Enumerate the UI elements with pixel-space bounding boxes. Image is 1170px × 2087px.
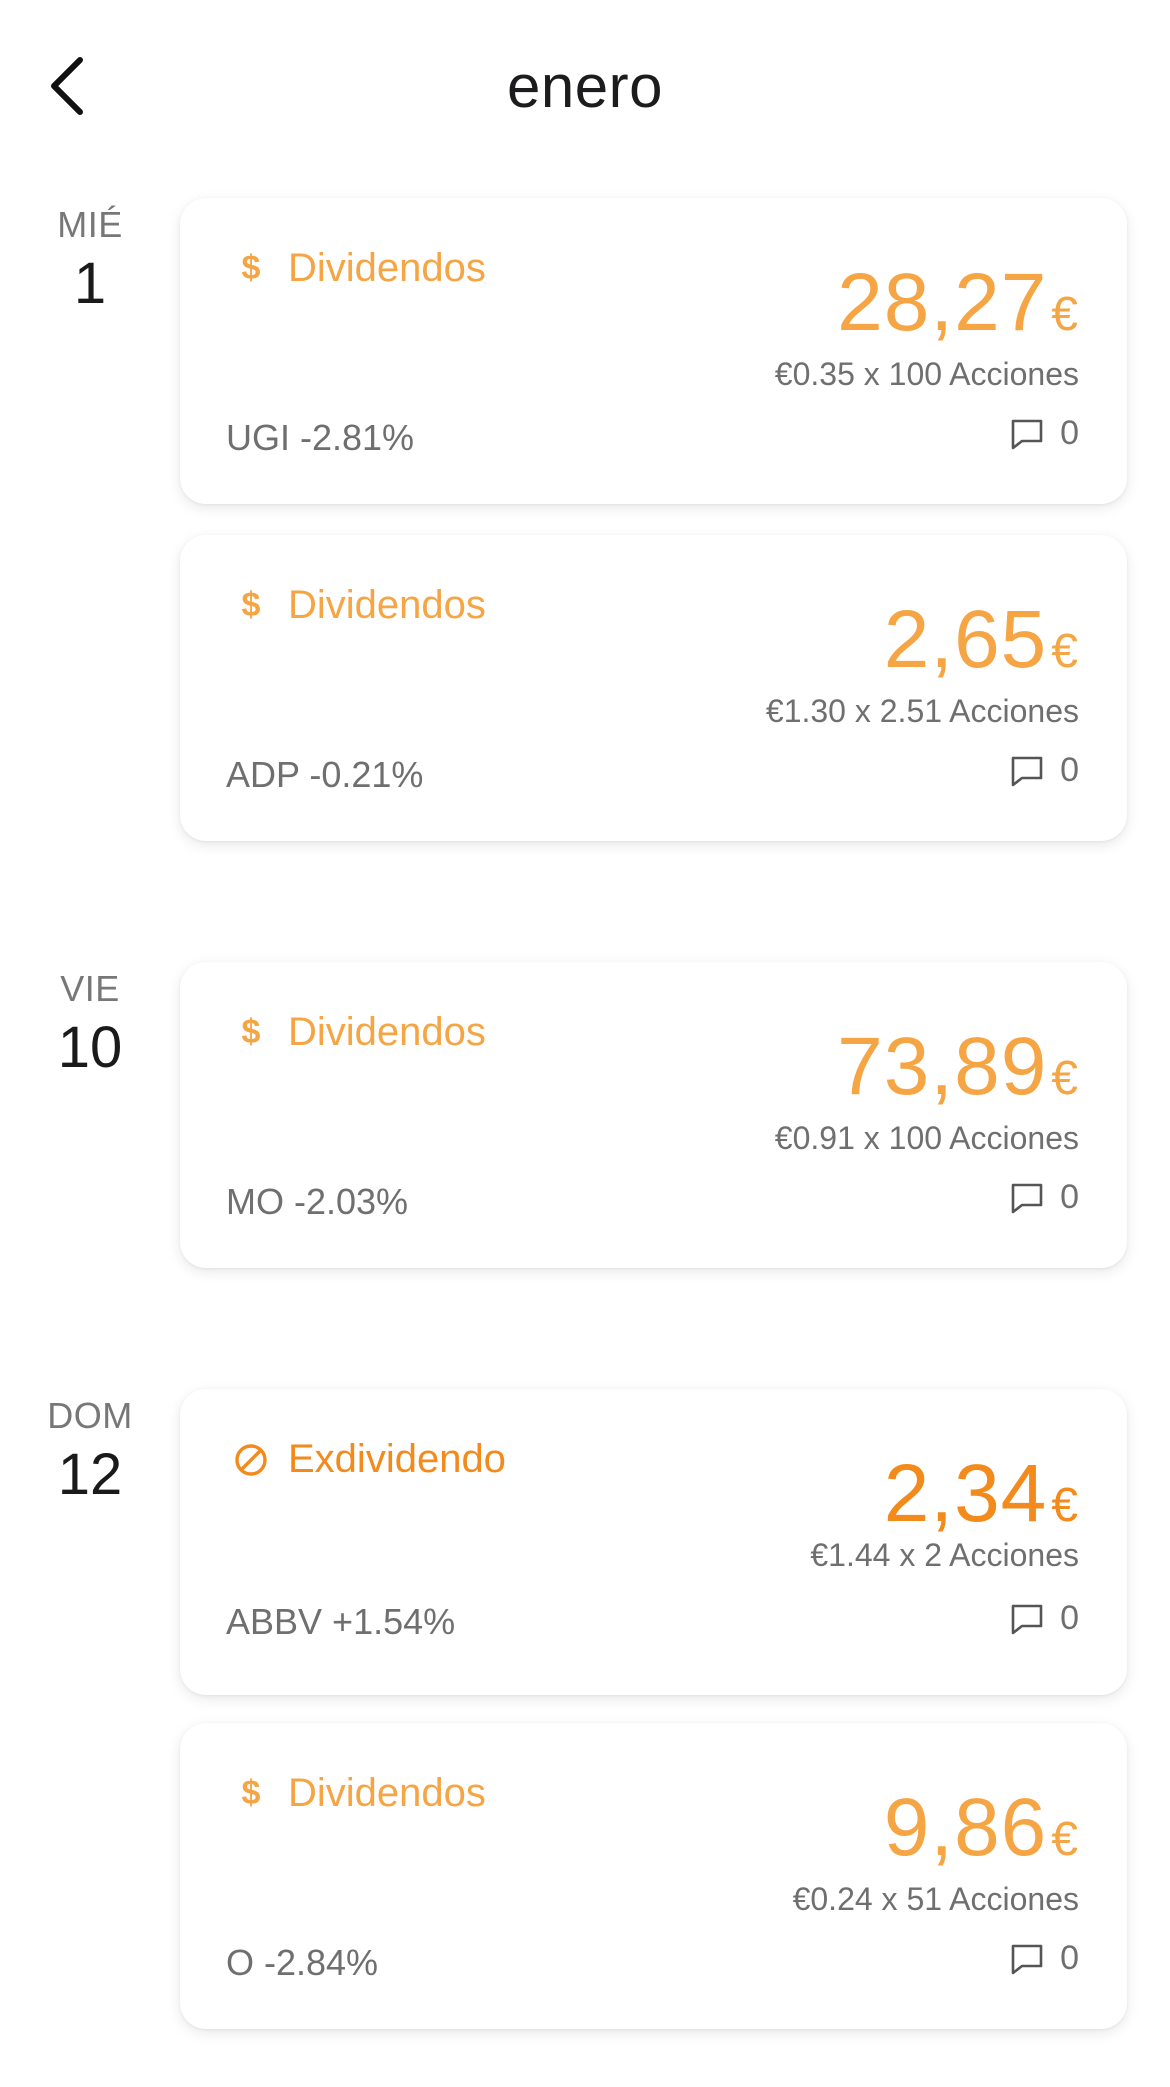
comments-button[interactable]: 0: [1010, 1178, 1079, 1217]
comments-button[interactable]: 0: [1010, 751, 1079, 790]
amount: 28,27€: [837, 256, 1079, 350]
comments-button[interactable]: 0: [1010, 1599, 1079, 1638]
event-type: $ Dividendos: [232, 583, 486, 628]
event-type: $ Dividendos: [232, 1771, 486, 1816]
amount-value: 2,65: [883, 594, 1048, 685]
event-type: Exdividendo: [232, 1437, 506, 1482]
dollar-icon: $: [241, 1774, 261, 1812]
amount: 9,86€: [884, 1781, 1079, 1875]
comment-icon: [1011, 1183, 1043, 1213]
day-name: DOM: [47, 1395, 133, 1436]
amount: 73,89€: [837, 1020, 1079, 1114]
top-bar: enero: [0, 0, 1170, 170]
comments-button[interactable]: 0: [1010, 414, 1079, 453]
dollar-icon: $: [241, 1013, 261, 1051]
event-type: $ Dividendos: [232, 246, 486, 291]
ticker-change: ABBV +1.54%: [226, 1601, 456, 1642]
share-detail: €0.35 x 100 Acciones: [774, 356, 1079, 392]
day-name: VIE: [60, 968, 120, 1009]
event-type-label: Dividendos: [288, 1010, 486, 1054]
event-type: $ Dividendos: [232, 1010, 486, 1055]
share-detail: €0.24 x 51 Acciones: [792, 1881, 1079, 1917]
event-type-label: Exdividendo: [288, 1437, 506, 1481]
comment-count: 0: [1060, 1178, 1079, 1216]
day-label: VIE 10: [0, 968, 180, 1081]
currency-symbol: €: [1051, 625, 1079, 678]
day-number: 1: [73, 251, 107, 316]
comment-icon: [1011, 756, 1043, 786]
comment-count: 0: [1060, 1939, 1079, 1977]
prohibited-icon: [232, 1441, 270, 1479]
currency-symbol: €: [1051, 1479, 1079, 1532]
day-name: MIÉ: [57, 204, 123, 245]
dividend-card[interactable]: $ Dividendos 28,27€ €0.35 x 100 Acciones…: [180, 198, 1127, 504]
dollar-icon: $: [241, 586, 261, 624]
currency-symbol: €: [1051, 1052, 1079, 1105]
share-detail: €1.44 x 2 Acciones: [810, 1537, 1079, 1573]
chevron-left-icon: [51, 57, 83, 115]
amount: 2,65€: [884, 593, 1079, 687]
comment-icon: [1011, 1944, 1043, 1974]
amount: 2,34€: [884, 1447, 1079, 1541]
comment-icon: [1011, 1604, 1043, 1634]
day-number: 12: [57, 1442, 123, 1507]
amount-value: 2,34: [883, 1448, 1048, 1539]
dividend-card[interactable]: $ Dividendos 9,86€ €0.24 x 51 Acciones O…: [180, 1723, 1127, 2029]
comment-count: 0: [1060, 414, 1079, 452]
ticker-change: MO -2.03%: [226, 1181, 409, 1222]
amount-value: 73,89: [837, 1021, 1048, 1112]
comment-count: 0: [1060, 751, 1079, 789]
amount-value: 28,27: [837, 257, 1048, 348]
ticker-change: ADP -0.21%: [226, 754, 424, 795]
event-type-label: Dividendos: [288, 583, 486, 627]
currency-symbol: €: [1051, 288, 1079, 341]
share-detail: €0.91 x 100 Acciones: [774, 1120, 1079, 1156]
event-type-label: Dividendos: [288, 1771, 486, 1815]
ticker-change: UGI -2.81%: [226, 417, 415, 458]
comments-button[interactable]: 0: [1010, 1939, 1079, 1978]
dividend-card[interactable]: $ Dividendos 2,65€ €1.30 x 2.51 Acciones…: [180, 535, 1127, 841]
day-label: DOM 12: [0, 1395, 180, 1508]
day-number: 10: [57, 1015, 123, 1080]
event-type-label: Dividendos: [288, 246, 486, 290]
currency-symbol: €: [1051, 1813, 1079, 1866]
exdividend-card[interactable]: Exdividendo 2,34€ €1.44 x 2 Acciones ABB…: [180, 1389, 1127, 1695]
comment-icon: [1011, 419, 1043, 449]
amount-value: 9,86: [883, 1782, 1048, 1873]
share-detail: €1.30 x 2.51 Acciones: [765, 693, 1079, 729]
comment-count: 0: [1060, 1599, 1079, 1637]
dollar-icon: $: [241, 249, 261, 287]
dividend-card[interactable]: $ Dividendos 73,89€ €0.91 x 100 Acciones…: [180, 962, 1127, 1268]
page-title: enero: [507, 53, 663, 120]
back-button[interactable]: [40, 48, 92, 124]
ticker-change: O -2.84%: [226, 1942, 379, 1983]
day-label: MIÉ 1: [0, 204, 180, 317]
